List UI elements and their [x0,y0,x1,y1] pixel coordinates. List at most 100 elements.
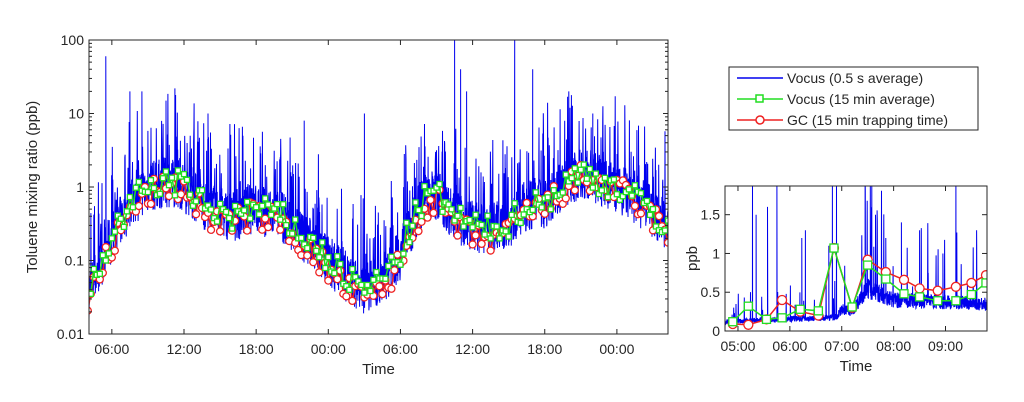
series-vocus-avg-point [337,260,344,268]
series-vocus-avg-point [664,217,668,224]
series-vocus-avg-point [147,177,155,184]
series-vocus-avg-point [213,218,221,225]
series-gc-point [776,294,788,306]
series-vocus-avg-point [847,302,857,312]
series-vocus-avg-point [613,191,621,198]
series-gc-point [468,240,477,249]
series-vocus-avg-point [661,227,668,234]
series-gc-point [950,281,962,292]
series-vocus-avg-point [144,188,152,196]
series-gc-point [570,186,579,195]
series-vocus-avg-point [415,206,422,214]
series-vocus-avg-point [292,216,299,223]
series-vocus-avg-point [505,233,512,240]
series-gc-point [164,191,174,201]
series-vocus-avg-point [592,170,600,177]
series-vocus-avg-point [469,224,476,231]
series-gc-point [914,283,925,294]
series-gc-point [966,277,977,289]
series-vocus-avg-point [899,289,909,299]
x-tick-label: 12:00 [166,341,201,357]
series-vocus-avg-point [454,212,461,220]
series-vocus-avg-point [283,221,290,229]
series-vocus-avg-point [933,296,943,306]
series-vocus-avg-point [367,287,374,295]
series-vocus-avg-point [207,206,215,213]
series-gc-point [522,198,531,208]
series-vocus-avg-point [610,176,618,183]
series-vocus-avg-point [192,198,200,205]
series-gc-point [206,225,216,235]
series-gc-point [110,246,120,255]
series-vocus-avg-point [571,165,578,172]
series-vocus-avg-point [129,204,137,211]
series-vocus-avg-point [346,286,353,293]
series-vocus-avg-point [228,225,236,232]
series-vocus-avg-point [598,187,606,194]
series-vocus-avg-point [313,247,320,254]
series-vocus-avg-point [511,200,518,207]
series-gc-point [932,285,943,296]
series-vocus-avg-point [358,281,365,289]
series-vocus-avg-point [439,208,446,215]
series-vocus-avg-point [409,222,416,229]
series-vocus-avg-point [268,211,275,219]
series-vocus-avg-point [108,235,115,242]
x-tick-label: 18:00 [239,341,274,357]
series-vocus-avg-point [186,191,194,198]
series-vocus-avg-point [334,253,341,260]
series-vocus-avg-point [604,194,612,201]
series-vocus-avg-point [289,230,296,237]
series-vocus-avg-point [559,189,566,196]
x-tick-label: 06:00 [772,338,807,354]
series-vocus-avg-point [538,204,545,211]
series-vocus-avg-point [304,244,311,252]
series-vocus-avg-point [298,234,305,242]
series-vocus-avg-point [132,184,140,191]
series-vocus-avg-point [117,215,125,222]
series-vocus-avg-point [373,268,380,276]
series-vocus-avg-point [96,270,103,277]
legend-entry: GC (15 min trapping time) [787,112,948,128]
y-tick-label: 0.5 [701,284,721,300]
series-vocus-avg-point [457,204,464,212]
legend-entry: Vocus (0.5 s average) [787,70,923,86]
series-vocus-avg-point [316,254,323,261]
series-vocus-avg-point [198,187,206,194]
series-vocus-avg-point [165,182,173,189]
legend-entry: Vocus (15 min average) [787,91,935,107]
series-vocus-avg-point [105,250,112,257]
series-vocus-avg-point [481,231,488,238]
series-vocus-avg-point [547,206,554,213]
series-vocus-avg-point [382,275,389,282]
series-vocus-avg-point [487,235,494,242]
series-gc-point [477,239,486,249]
series-vocus-avg-point [397,261,404,268]
series-gc-point [743,319,754,330]
series-vocus-avg-point [225,214,233,222]
series-vocus-avg-point [406,239,413,246]
series-vocus-raw-line [725,186,987,326]
series-vocus-avg-point [484,212,491,219]
series-gc-point [215,227,225,236]
series-vocus-avg-point [274,200,281,208]
series-vocus-avg-point [580,161,587,168]
series-vocus-avg-point [589,184,596,191]
y-tick-label: 0.1 [65,253,85,269]
series-vocus-avg-point [777,313,787,323]
series-vocus-avg-point [126,193,134,201]
x-tick-label: 09:00 [928,338,963,354]
series-vocus-avg-point [562,171,569,178]
series-vocus-avg-point [277,216,284,223]
series-gc-point [303,251,312,260]
series-gc-point [540,209,549,218]
series-vocus-avg-point [460,223,467,230]
plot-area [725,186,987,330]
series-vocus-avg-point [265,201,272,208]
series-vocus-avg-point [502,228,509,235]
series-vocus-avg-point [646,211,654,219]
series-vocus-avg-point [99,252,106,259]
series-gc-point [261,214,270,223]
series-gc-point [78,314,85,321]
